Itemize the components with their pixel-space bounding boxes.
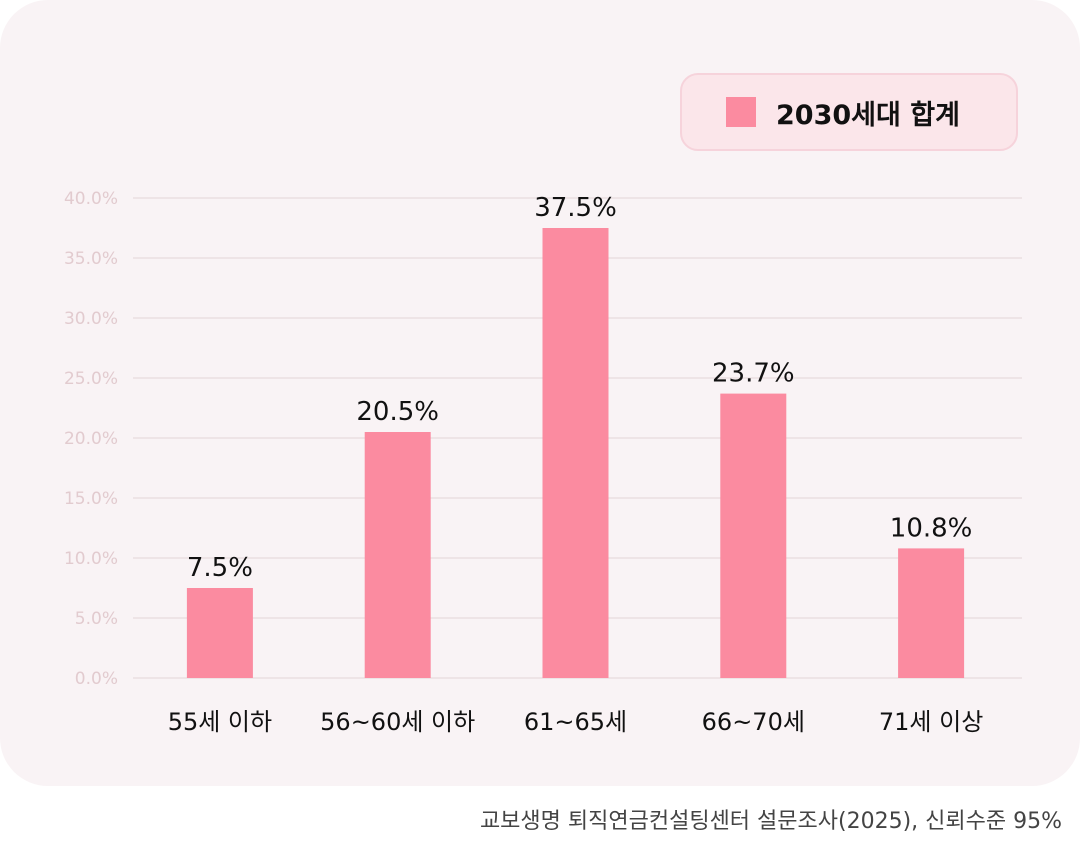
y-tick-label: 35.0% (64, 249, 118, 269)
y-tick-label: 30.0% (64, 309, 118, 329)
x-tick-label: 61~65세 (524, 708, 627, 736)
data-label: 10.8% (890, 513, 973, 543)
y-tick-label: 40.0% (64, 189, 118, 209)
x-tick-label: 55세 이하 (168, 708, 272, 736)
bar (720, 393, 787, 678)
bar (542, 228, 609, 678)
x-tick-label: 71세 이상 (879, 708, 983, 736)
x-tick-label: 66~70세 (702, 708, 805, 736)
y-tick-label: 15.0% (64, 489, 118, 509)
x-tick-label: 56~60세 이하 (320, 708, 475, 736)
y-tick-label: 20.0% (64, 429, 118, 449)
y-tick-label: 0.0% (75, 669, 118, 689)
y-tick-label: 10.0% (64, 549, 118, 569)
legend-swatch (726, 97, 756, 127)
source-note: 교보생명 퇴직연금컨설팅센터 설문조사(2025), 신뢰수준 95% (479, 809, 1062, 834)
data-label: 7.5% (187, 553, 253, 583)
legend: 2030세대 합계 (680, 73, 1018, 151)
y-tick-label: 5.0% (75, 609, 118, 629)
data-label: 37.5% (534, 193, 617, 223)
bar (898, 548, 965, 678)
y-tick-label: 25.0% (64, 369, 118, 389)
data-label: 20.5% (356, 397, 439, 427)
legend-label: 2030세대 합계 (776, 99, 960, 131)
bar (186, 588, 253, 678)
data-label: 23.7% (712, 359, 795, 389)
bar-chart: 0.0% 5.0% 10.0% 15.0% 20.0% 25.0% 30.0% 35.0% 40… (64, 189, 1022, 736)
bar (364, 432, 431, 678)
